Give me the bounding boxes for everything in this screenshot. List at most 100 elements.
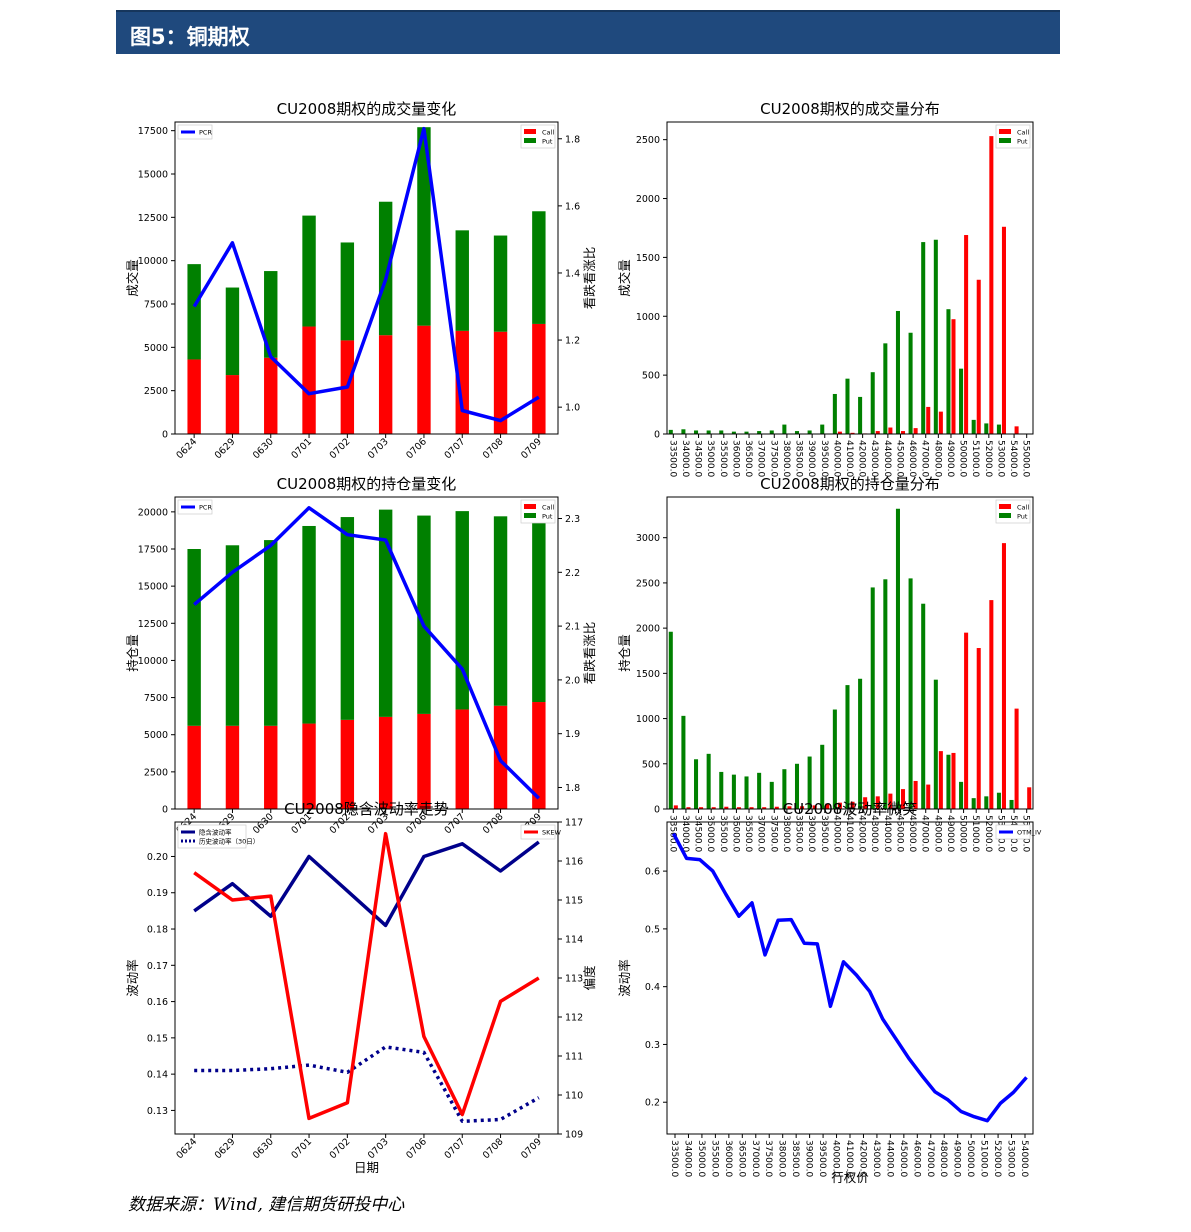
y-tick-label: 1000 [636,714,660,725]
bar-put [883,579,888,809]
x-tick-label: 55000.0 [1021,440,1031,477]
y-tick-label: 0 [654,805,660,816]
bar-call [989,600,994,809]
y-tick-label: 2500 [636,135,660,146]
bar-put [668,429,673,434]
chart-title: CU2008期权的成交量分布 [760,100,940,118]
legend-label: 隐含波动率 [199,828,232,837]
x-tick-label: 43000.0 [871,1140,881,1177]
bar-call [812,805,817,809]
x-tick-label: 44000.0 [882,815,892,852]
bar-put [933,239,938,434]
bar-put [845,378,850,434]
bar-put [870,372,875,434]
y2-tick-label: 109 [565,1130,583,1141]
legend-swatch [524,504,536,509]
bar-put [908,578,913,809]
bar-put [832,393,837,434]
bar-call [264,725,278,809]
bar-call [938,751,943,809]
bar-call [455,709,469,809]
y-tick-label: 0.14 [147,1070,168,1081]
y-tick-label: 500 [642,371,660,382]
y-tick-label: 5000 [144,730,168,741]
y-tick-label: 2500 [144,386,168,397]
x-tick-label: 48000.0 [932,440,942,477]
bar-put [417,515,431,714]
bar-put [921,603,926,809]
series-line [193,840,540,928]
y-axis-label: 成交量 [125,259,140,297]
bar-put [820,744,825,809]
bar-put [971,419,976,434]
bar-call [532,323,546,434]
y-tick-label: 17500 [138,126,168,137]
bar-put [493,235,508,332]
bar-call [762,807,767,809]
bar-put [340,517,355,720]
bar-put [694,430,699,434]
bar-call [913,428,918,434]
y2-tick-label: 117 [565,818,583,829]
x-tick-label: 49000.0 [945,815,955,852]
x-tick-label: 38500.0 [794,440,804,477]
y-tick-label: 0.18 [147,925,168,936]
y2-axis-label: 看跌看涨比 [582,622,597,685]
y2-tick-label: 112 [565,1013,583,1024]
x-tick-label: 46000.0 [907,440,917,477]
bar-put [187,549,201,726]
x-tick-label: 43000.0 [869,440,879,477]
y2-tick-label: 1.6 [565,201,580,212]
legend-label: Call [1017,504,1029,512]
plot-frame [174,121,559,435]
bar-call [825,803,830,809]
y-tick-label: 0.6 [645,867,660,878]
x-tick-label: 38500.0 [790,1140,800,1177]
x-axis-label: 日期 [354,1160,379,1175]
plot-frame [666,821,1034,1135]
bar-call [724,806,729,809]
bar-call [1014,708,1019,809]
bar-put [782,424,787,434]
bar-call [378,335,393,434]
y-tick-label: 20000 [138,507,168,518]
y2-tick-label: 116 [565,857,583,868]
bar-call [1001,226,1006,434]
bar-put [706,753,711,809]
oi-change-chart: CU2008期权的持仓量变化 0 2500 5000 7500 10000 12500 150… [125,475,597,836]
y-tick-label: 12500 [138,619,168,630]
legend-swatch [524,129,536,134]
y-tick-label: 0.4 [645,982,660,993]
x-tick-label: 41000.0 [844,440,854,477]
legend-swatch [524,138,536,143]
y-tick-label: 15000 [138,582,168,593]
y-tick-label: 15000 [138,170,168,181]
y-tick-label: 0.3 [645,1040,660,1051]
x-tick-label: 0708 [481,1136,506,1161]
bar-put [895,310,900,434]
bar-call [900,431,906,434]
y-tick-label: 2500 [636,578,660,589]
y2-tick-label: 111 [565,1052,583,1063]
bar-call [187,725,201,809]
x-tick-label: 42000.0 [857,815,867,852]
y-axis-label: 波动率 [125,959,140,997]
x-tick-label: 47000.0 [920,440,930,477]
chart-title: CU2008波动率微笑 [783,800,918,818]
y-tick-label: 5000 [144,343,168,354]
bar-call [1001,543,1006,809]
y-tick-label: 0 [162,430,168,441]
x-tick-label: 40000.0 [831,1140,841,1177]
x-tick-label: 49000.0 [952,1140,962,1177]
bar-put [719,771,724,809]
bar-call [378,716,393,809]
x-axis-label: 行权价 [831,1170,869,1185]
x-tick-label: 0701 [289,1136,314,1161]
x-tick-label: 36500.0 [743,815,753,852]
bar-call [800,806,805,809]
x-tick-label: 51000.0 [979,1140,989,1177]
y-tick-label: 10000 [138,256,168,267]
bar-put [417,127,431,326]
bar-put [832,709,837,809]
